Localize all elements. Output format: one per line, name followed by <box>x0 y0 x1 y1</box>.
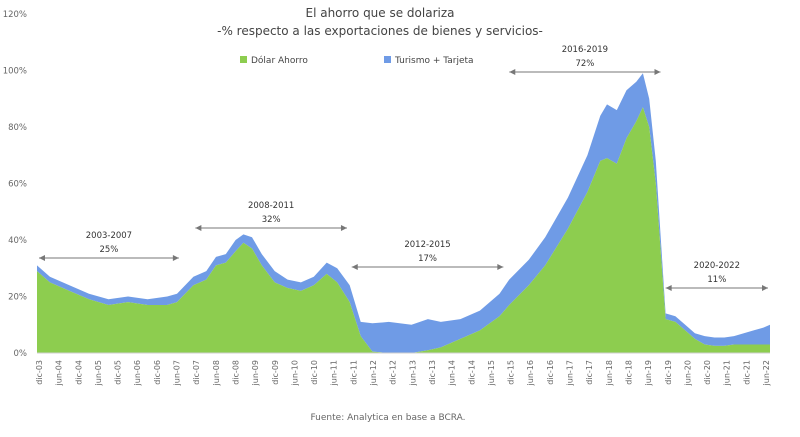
chart-subtitle: -% respecto a las exportaciones de biene… <box>217 24 543 38</box>
legend-label-dolar: Dólar Ahorro <box>251 55 308 66</box>
x-tick-label: jun-19 <box>644 360 653 386</box>
chart-title: El ahorro que se dolariza <box>305 6 454 20</box>
annotation-arrow-left <box>509 69 516 75</box>
x-tick-label: jun-12 <box>369 360 378 386</box>
x-tick-label: dic-13 <box>428 360 437 385</box>
y-tick-label: 80% <box>8 123 27 133</box>
x-tick-label: jun-06 <box>133 360 142 386</box>
x-tick-label: jun-20 <box>683 360 692 386</box>
annotation-period: 2012-2015 <box>404 240 450 250</box>
area-series <box>37 73 770 354</box>
x-tick-label: dic-16 <box>546 360 555 385</box>
annotation-period: 2016-2019 <box>562 45 608 55</box>
x-tick-label: dic-12 <box>389 360 398 385</box>
x-tick-label: dic-06 <box>153 360 162 385</box>
annotation-value: 11% <box>707 275 726 285</box>
annotation-arrow-right <box>340 225 347 231</box>
x-tick-label: dic-08 <box>231 360 240 385</box>
x-tick-label: jun-08 <box>212 360 221 386</box>
legend: Dólar Ahorro Turismo + Tarjeta <box>240 55 474 66</box>
x-tick-label: jun-13 <box>408 360 417 386</box>
y-tick-label: 40% <box>8 236 27 246</box>
annotation-value: 25% <box>99 245 118 255</box>
annotation-arrow-right <box>497 264 504 270</box>
x-tick-label: dic-17 <box>585 360 594 385</box>
x-tick-label: jun-15 <box>487 360 496 386</box>
x-tick-label: jun-16 <box>526 360 535 386</box>
legend-label-turismo: Turismo + Tarjeta <box>394 56 474 66</box>
x-tick-label: dic-07 <box>192 360 201 385</box>
x-tick-label: dic-05 <box>114 360 123 385</box>
y-tick-label: 100% <box>3 67 27 77</box>
annotation-period: 2008-2011 <box>248 201 294 211</box>
x-tick-label: dic-21 <box>742 360 751 385</box>
period-annotations: 2003-2007 25% 2008-2011 32% 2012-2015 17% 2016… <box>39 45 768 291</box>
x-tick-label: jun-10 <box>290 360 299 386</box>
x-tick-label: jun-09 <box>251 360 260 386</box>
x-tick-label: dic-10 <box>310 360 319 385</box>
x-tick-label: jun-07 <box>173 360 182 386</box>
y-axis: 0% 20% 40% 60% 80% 100% 120% <box>3 10 27 359</box>
x-axis: dic-03 jun-04 dic-04 jun-05 dic-05 jun-06 dic-… <box>35 360 771 386</box>
legend-swatch-turismo <box>384 56 391 63</box>
x-tick-label: dic-09 <box>271 360 280 385</box>
x-tick-label: jun-21 <box>723 360 732 386</box>
y-tick-label: 0% <box>14 349 28 359</box>
y-tick-label: 60% <box>8 180 27 190</box>
x-tick-label: dic-15 <box>507 360 516 385</box>
source-note: Fuente: Analytica en base a BCRA. <box>311 413 466 423</box>
area-dolar-ahorro <box>37 107 770 353</box>
x-tick-label: jun-17 <box>566 360 575 386</box>
x-tick-label: dic-19 <box>664 360 673 385</box>
y-tick-label: 120% <box>3 10 27 20</box>
annotation-arrow-left <box>351 264 358 270</box>
y-tick-label: 20% <box>8 293 27 303</box>
legend-swatch-dolar <box>240 56 247 63</box>
x-tick-label: dic-03 <box>35 360 44 385</box>
x-tick-label: dic-14 <box>467 360 476 385</box>
x-tick-label: dic-11 <box>349 360 358 385</box>
annotation-value: 72% <box>575 59 594 69</box>
x-tick-label: jun-14 <box>448 360 457 386</box>
annotation-period: 2003-2007 <box>86 231 132 241</box>
x-tick-label: dic-20 <box>703 360 712 385</box>
annotation-value: 32% <box>262 215 281 225</box>
x-tick-label: jun-18 <box>605 360 614 386</box>
x-tick-label: dic-04 <box>74 360 83 385</box>
annotation-arrow-right <box>172 255 179 261</box>
annotation-arrow-right <box>654 69 661 75</box>
annotation-arrow-left <box>39 255 45 261</box>
x-tick-label: jun-04 <box>55 360 64 386</box>
x-tick-label: dic-18 <box>624 360 633 385</box>
x-tick-label: jun-05 <box>94 360 103 386</box>
annotation-period: 2020-2022 <box>694 261 740 271</box>
x-tick-label: jun-11 <box>330 360 339 386</box>
annotation-value: 17% <box>418 254 437 264</box>
annotation-arrow-left <box>665 285 672 291</box>
annotation-arrow-right <box>762 285 768 291</box>
x-tick-label: jun-22 <box>762 360 771 386</box>
annotation-arrow-left <box>195 225 202 231</box>
